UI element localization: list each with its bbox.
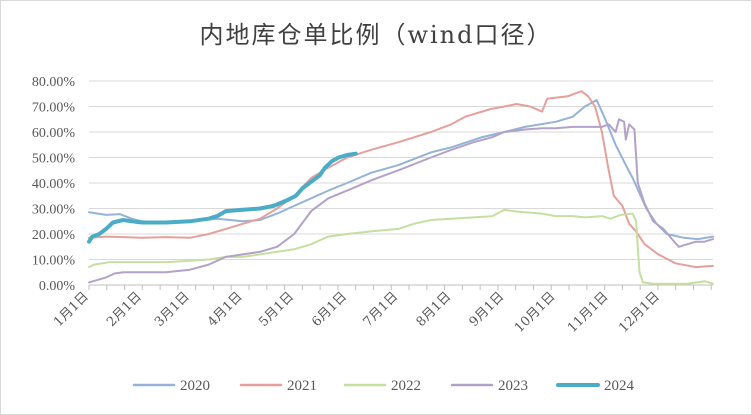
x-tick-label: 9月1日	[467, 289, 508, 330]
y-tick-label: 60.00%	[32, 126, 76, 141]
series-line-2022	[88, 208, 714, 285]
y-tick-label: 0.00%	[39, 279, 76, 294]
y-tick-label: 70.00%	[32, 101, 76, 116]
y-tick-label: 80.00%	[32, 75, 76, 90]
series-line-2024	[87, 151, 358, 244]
x-tick-label: 10月1日	[512, 289, 559, 336]
y-axis-tick-labels: 0.00% 10.00% 20.00% 30.00% 40.00% 50.00% 60.00…	[32, 75, 76, 294]
legend-label-2023: 2023	[498, 378, 528, 394]
x-tick-label: 2月1日	[104, 289, 145, 330]
legend-label-2022: 2022	[391, 378, 421, 394]
series-line-2023	[88, 118, 714, 284]
x-tick-label: 3月1日	[152, 289, 193, 330]
x-tick-label: 7月1日	[361, 289, 402, 330]
y-tick-label: 50.00%	[32, 152, 76, 167]
series-lines	[87, 90, 714, 285]
legend: 2020 2021 2022 2023 2024	[132, 378, 635, 394]
x-tick-label: 12月1日	[616, 289, 663, 336]
y-tick-label: 10.00%	[32, 254, 76, 269]
series-line-2021	[88, 90, 714, 269]
x-tick-label: 1月1日	[51, 289, 92, 330]
legend-label-2021: 2021	[287, 378, 317, 394]
x-tick-label: 6月1日	[309, 289, 350, 330]
y-tick-label: 20.00%	[32, 228, 76, 243]
x-tick-label: 8月1日	[414, 289, 455, 330]
y-tick-label: 40.00%	[32, 177, 76, 192]
x-tick-label: 11月1日	[565, 289, 612, 336]
x-tick-label: 5月1日	[256, 289, 297, 330]
y-tick-label: 30.00%	[32, 203, 76, 218]
legend-label-2020: 2020	[180, 378, 210, 394]
x-axis	[88, 284, 713, 290]
x-tick-label: 4月1日	[205, 289, 246, 330]
chart-title: 内地库仓单比例（wind口径）	[199, 21, 553, 49]
x-axis-tick-labels: 1月1日 2月1日 3月1日 4月1日 5月1日 6月1日 7月1日 8月1日 9月1日 10月1…	[51, 289, 663, 336]
gridlines	[89, 80, 713, 260]
legend-label-2024: 2024	[604, 378, 635, 394]
